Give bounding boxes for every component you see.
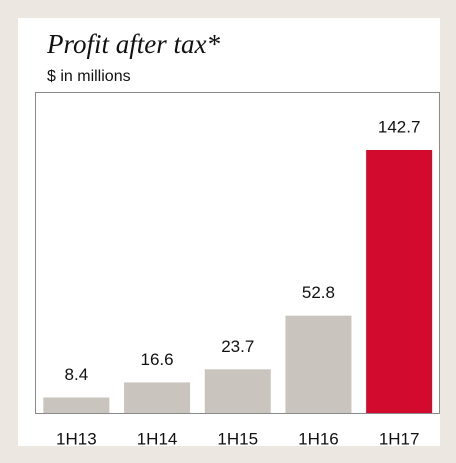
x-tick-label: 1H16 <box>298 429 339 448</box>
value-label: 142.7 <box>378 117 421 136</box>
plot-frame <box>35 92 440 414</box>
bar <box>124 382 191 413</box>
bar <box>204 369 271 413</box>
bar <box>285 315 352 413</box>
value-label: 23.7 <box>221 337 254 356</box>
value-label: 16.6 <box>141 350 174 369</box>
value-label: 52.8 <box>302 283 335 302</box>
bar <box>43 397 110 413</box>
bar <box>366 150 433 413</box>
x-tick-label: 1H17 <box>379 429 420 448</box>
x-tick-label: 1H13 <box>56 429 97 448</box>
chart-title: Profit after tax* <box>46 29 220 59</box>
chart-subtitle: $ in millions <box>47 68 131 85</box>
x-tick-label: 1H14 <box>137 429 178 448</box>
value-label: 8.4 <box>65 365 89 384</box>
x-tick-label: 1H15 <box>217 429 258 448</box>
